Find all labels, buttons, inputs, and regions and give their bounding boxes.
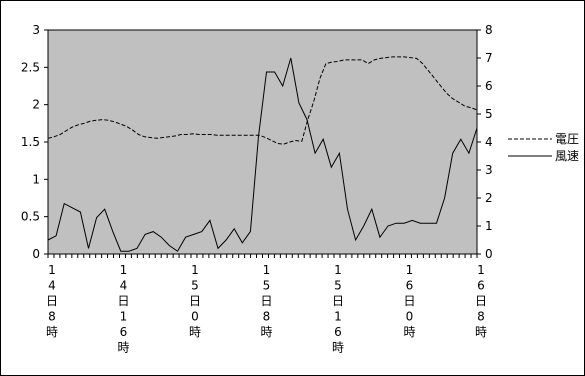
- x-category-label-line: 日: [475, 294, 487, 308]
- x-category-label-line: 1: [191, 263, 199, 277]
- x-category-label-line: 1: [477, 263, 485, 277]
- right-axis: 0 1 2 3 4 5 6 7 8: [477, 23, 493, 261]
- x-category-label-line: 0: [406, 310, 414, 324]
- x-category-label-line: 時: [332, 341, 344, 355]
- x-category-label-line: 1: [334, 310, 342, 324]
- x-category-label-line: 1: [334, 263, 342, 277]
- right-tick-label: 5: [485, 107, 493, 121]
- right-tick-label: 2: [485, 191, 493, 205]
- x-category-label-line: 4: [48, 279, 56, 293]
- x-category-label-line: 1: [263, 263, 271, 277]
- right-tick-label: 1: [485, 219, 493, 233]
- series-line-1: [47, 56, 478, 145]
- x-category-label-line: 4: [120, 279, 128, 293]
- left-tick-label: 1: [32, 172, 40, 186]
- x-category-label-line: 1: [120, 263, 128, 277]
- x-category-label-line: 5: [263, 279, 271, 293]
- left-tick-label: 3: [32, 23, 40, 37]
- series-layer: [47, 56, 478, 252]
- x-category-label-line: 8: [263, 310, 271, 324]
- left-axis: 0 0.5 1 1.5 2 2.5 3: [21, 23, 48, 261]
- x-category-label-line: 時: [46, 325, 58, 339]
- x-category-label-line: 時: [189, 325, 201, 339]
- x-category-label-line: 1: [48, 263, 56, 277]
- legend-label: 風速: [555, 149, 579, 163]
- x-category-label-line: 日: [260, 294, 272, 308]
- left-tick-label: 2.5: [21, 60, 40, 74]
- x-category-label-line: 1: [406, 263, 414, 277]
- legend-label: 電圧: [555, 132, 579, 146]
- x-category-label-line: 5: [191, 279, 199, 293]
- right-tick-label: 0: [485, 247, 493, 261]
- x-category-label-line: 0: [191, 310, 199, 324]
- x-category-label-line: 日: [46, 294, 58, 308]
- series-line-2: [47, 57, 478, 252]
- plot-area: [47, 29, 478, 255]
- x-category-label-line: 時: [403, 325, 415, 339]
- x-category-label-line: 時: [475, 325, 487, 339]
- left-tick-label: 0: [32, 247, 40, 261]
- left-tick-label: 2: [32, 98, 40, 112]
- right-tick-label: 3: [485, 163, 493, 177]
- right-tick-label: 4: [485, 135, 493, 149]
- x-category-label-line: 8: [48, 310, 56, 324]
- right-tick-label: 8: [485, 23, 493, 37]
- x-category-label-line: 5: [334, 279, 342, 293]
- right-tick-label: 6: [485, 79, 493, 93]
- x-category-label-line: 8: [477, 310, 485, 324]
- x-category-label-line: 時: [117, 341, 129, 355]
- x-category-label-line: 時: [260, 325, 272, 339]
- x-category-label-line: 日: [189, 294, 201, 308]
- right-tick-label: 7: [485, 51, 493, 65]
- x-category-label-line: 6: [406, 279, 414, 293]
- left-tick-label: 0.5: [21, 210, 40, 224]
- x-category-label-line: 6: [477, 279, 485, 293]
- x-category-label-line: 1: [120, 310, 128, 324]
- x-category-label-line: 日: [403, 294, 415, 308]
- x-category-label-line: 日: [332, 294, 344, 308]
- x-axis: 1 4 日 8 時1 4 日 1 6 時1 5 日 0 時1 5 日 8 時1 5 日 1 6 時1 6 日 0 時1 6 日 8 時: [46, 254, 487, 355]
- x-category-label-line: 6: [334, 325, 342, 339]
- x-category-label-line: 日: [117, 294, 129, 308]
- x-category-label-line: 6: [120, 325, 128, 339]
- left-tick-label: 1.5: [21, 135, 40, 149]
